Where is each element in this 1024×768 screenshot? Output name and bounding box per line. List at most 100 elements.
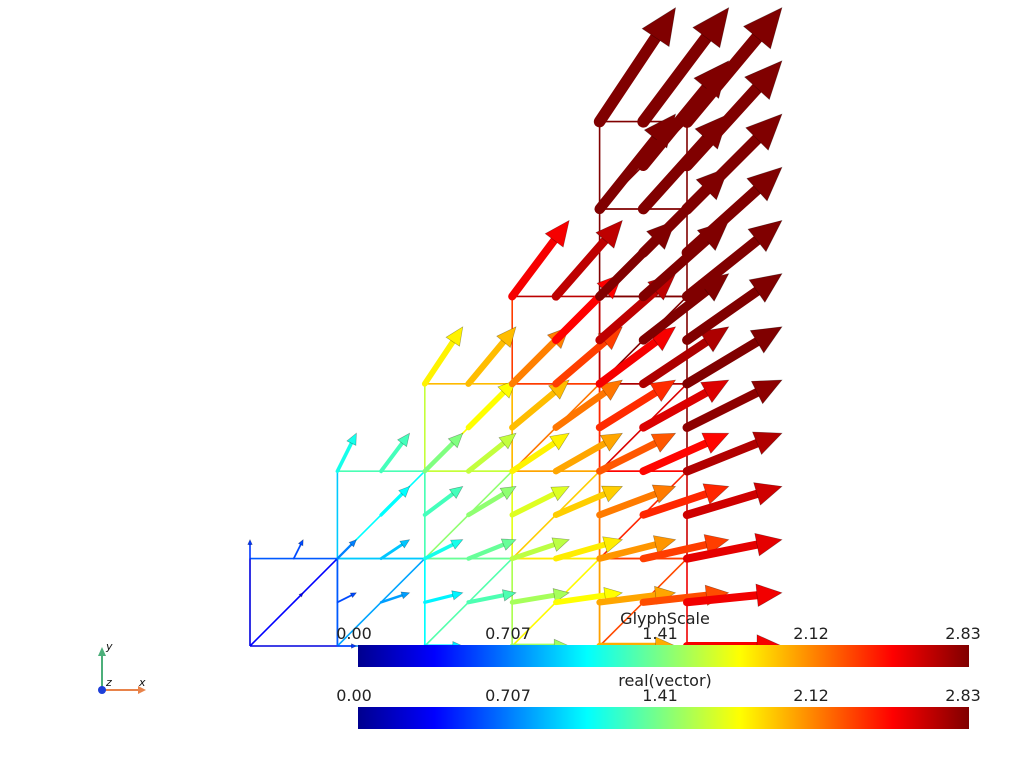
arrow-head bbox=[500, 538, 517, 551]
arrow-shaft bbox=[422, 440, 456, 474]
arrow-glyph bbox=[379, 591, 411, 604]
arrow-shaft bbox=[335, 441, 354, 473]
orientation-axes bbox=[98, 647, 146, 694]
arrow-shaft bbox=[639, 540, 710, 563]
arrow-shaft bbox=[379, 441, 405, 474]
colorbar-real-vector-tick: 0.707 bbox=[485, 686, 531, 705]
arrow-glyph bbox=[552, 379, 623, 431]
arrow-shaft bbox=[466, 491, 506, 518]
arrow-glyph bbox=[682, 532, 783, 563]
arrow-shaft bbox=[593, 31, 662, 128]
arrow-head bbox=[745, 113, 783, 151]
arrow-glyph bbox=[509, 588, 570, 605]
arrow-shaft bbox=[681, 82, 763, 172]
arrow-head bbox=[749, 326, 783, 354]
arrow-glyph bbox=[379, 539, 411, 561]
arrow-shaft bbox=[466, 542, 506, 561]
arrow-head bbox=[550, 486, 570, 502]
arrow-shaft bbox=[509, 542, 557, 562]
arrow-head bbox=[746, 166, 783, 202]
arrow-shaft bbox=[595, 337, 660, 388]
arrow-shaft bbox=[682, 540, 762, 563]
colorbar-glyphscale-tick: 0.707 bbox=[485, 624, 531, 643]
arrow-shaft bbox=[682, 438, 762, 476]
arrow-head bbox=[552, 588, 570, 603]
arrow-head bbox=[549, 432, 570, 451]
arrow-shaft bbox=[292, 543, 302, 560]
arrow-glyph bbox=[466, 486, 517, 518]
arrow-shaft bbox=[594, 133, 661, 215]
arrow-glyph bbox=[509, 432, 570, 475]
arrow-shaft bbox=[552, 541, 608, 562]
arrow-shaft bbox=[423, 542, 455, 561]
arrow-glyph bbox=[682, 431, 783, 476]
arrow-head bbox=[349, 592, 358, 599]
arrow-shaft bbox=[682, 337, 762, 389]
arrow-glyph bbox=[552, 432, 624, 475]
arrow-glyphs bbox=[247, 6, 783, 658]
arrow-glyph bbox=[336, 592, 358, 604]
arrow-head bbox=[297, 538, 304, 547]
arrow-head bbox=[599, 432, 624, 452]
arrow-head bbox=[348, 539, 357, 548]
arrow-glyph bbox=[596, 432, 677, 475]
arrow-shaft bbox=[379, 492, 404, 517]
arrow-head bbox=[601, 485, 624, 503]
arrow-head bbox=[499, 486, 517, 501]
arrow-shaft bbox=[681, 133, 763, 215]
arrow-glyph bbox=[336, 539, 357, 560]
arrow-head bbox=[498, 432, 517, 450]
arrow-head bbox=[752, 431, 783, 455]
arrow-shaft bbox=[682, 489, 762, 520]
arrow-glyph bbox=[637, 7, 730, 128]
arrow-shaft bbox=[422, 491, 455, 517]
arrow-head bbox=[748, 273, 783, 303]
arrow-shaft bbox=[553, 592, 608, 606]
arrow-shaft bbox=[552, 389, 609, 431]
arrow-shaft bbox=[681, 184, 763, 259]
arrow-glyph bbox=[423, 539, 464, 561]
arrow-shaft bbox=[682, 286, 762, 345]
arrow-glyph bbox=[465, 432, 517, 474]
arrow-head bbox=[448, 485, 464, 499]
arrow-head bbox=[247, 538, 253, 545]
arrow-glyph bbox=[379, 432, 411, 474]
arrow-shaft bbox=[465, 389, 507, 431]
arrow-head bbox=[755, 583, 783, 608]
arrow-head bbox=[703, 534, 730, 556]
arrow-glyph bbox=[552, 485, 624, 518]
arrow-shaft bbox=[466, 593, 506, 605]
arrow-head bbox=[699, 326, 730, 353]
arrow-head bbox=[397, 432, 411, 448]
arrow-glyph bbox=[682, 583, 783, 608]
colorbar-real-vector-tick: 2.12 bbox=[793, 686, 829, 705]
arrow-shaft bbox=[509, 440, 558, 475]
arrow-shaft bbox=[637, 31, 713, 128]
arrow-glyph bbox=[595, 379, 677, 432]
arrow-glyph bbox=[639, 534, 730, 563]
arrow-shaft bbox=[336, 594, 353, 604]
arrow-shaft bbox=[639, 439, 711, 476]
arrow-head bbox=[750, 379, 783, 405]
colorbars bbox=[358, 645, 969, 729]
arrow-shaft bbox=[379, 594, 404, 604]
arrow-glyph bbox=[594, 113, 677, 215]
arrow-head bbox=[702, 483, 730, 505]
arrow-glyph bbox=[682, 379, 783, 432]
arrow-glyph bbox=[639, 379, 730, 432]
colorbar-glyphscale-title: GlyphScale bbox=[620, 609, 710, 628]
arrow-glyph bbox=[682, 326, 783, 389]
arrow-glyph bbox=[422, 485, 464, 517]
arrow-shaft bbox=[509, 491, 557, 518]
colorbar-glyphscale-bar bbox=[358, 645, 969, 667]
arrow-glyph bbox=[596, 535, 677, 562]
arrow-shaft bbox=[639, 388, 711, 432]
arrow-head bbox=[641, 6, 677, 48]
arrow-glyph bbox=[552, 536, 624, 562]
arrow-shaft bbox=[552, 338, 609, 388]
arrow-head bbox=[399, 539, 411, 549]
arrow-glyph bbox=[680, 7, 783, 128]
colorbar-real-vector-tick: 0.00 bbox=[336, 686, 372, 705]
arrow-head bbox=[447, 432, 464, 449]
arrow-head bbox=[451, 590, 464, 601]
